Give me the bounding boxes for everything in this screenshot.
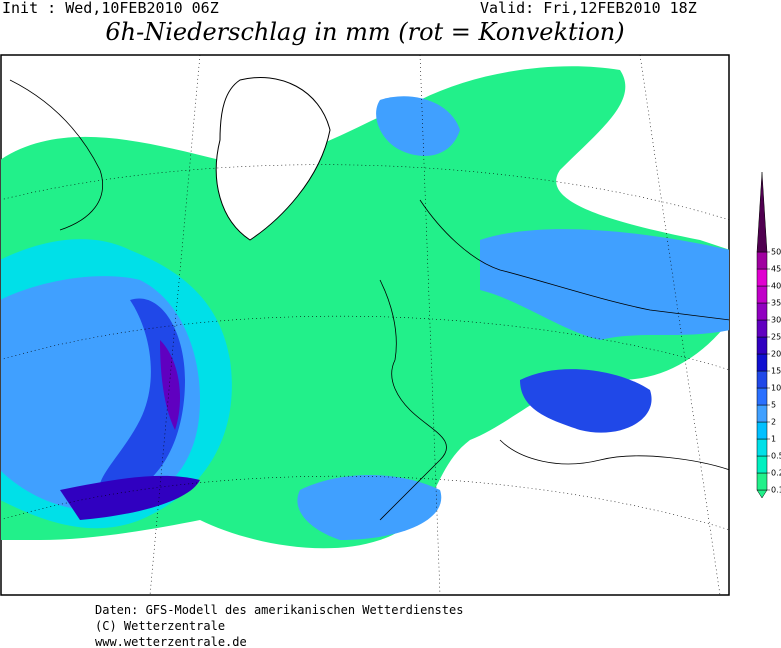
colorbar-label: 15: [771, 367, 781, 376]
colorbar-label: 5: [771, 401, 776, 410]
greenland-land: [215, 76, 331, 241]
precipitation-field: [1, 66, 729, 549]
colorbar-band: [756, 319, 768, 338]
colorbar-label: 40: [771, 282, 781, 291]
footer-url: www.wetterzentrale.de: [95, 635, 247, 648]
footer-copyright: (C) Wetterzentrale: [95, 619, 225, 633]
colorbar-label: 10: [771, 384, 781, 393]
footer-source: Daten: GFS-Modell des amerikanischen Wet…: [95, 603, 463, 617]
colorbar-label: 30: [771, 316, 781, 325]
map-title: 6h-Niederschlag in mm (rot = Konvektion): [105, 18, 624, 46]
colorbar-band: [756, 370, 768, 389]
init-time: Init : Wed,10FEB2010 06Z: [2, 0, 219, 17]
colorbar-band: [756, 302, 768, 321]
colorbar-band: [756, 336, 768, 355]
colorbar-label: 20: [771, 350, 781, 359]
colorbar-label: 0.5: [771, 452, 781, 461]
colorbar-band: [756, 268, 768, 287]
colorbar-band: [756, 285, 768, 304]
coastline: [379, 279, 447, 521]
colorbar-band: [756, 455, 768, 474]
colorbar-label: 0.2: [771, 469, 781, 478]
coastline: [419, 199, 729, 321]
colorbar-tip: [756, 489, 768, 499]
graticule-line: [1, 164, 729, 221]
graticule: [1, 55, 729, 595]
colorbar-band: [756, 404, 768, 423]
colorbar-band: [756, 421, 768, 440]
coastline: [499, 439, 729, 471]
colorbar-band: [756, 353, 768, 372]
precip-area: [376, 96, 460, 156]
colorbar-tip: [756, 171, 768, 253]
coastline: [9, 79, 103, 231]
graticule-line: [639, 55, 721, 595]
colorbar-label: 2: [771, 418, 776, 427]
precip-area: [297, 475, 442, 540]
colorbar-label: 45: [771, 265, 781, 274]
coastlines: [9, 79, 729, 521]
colorbar-band: [756, 387, 768, 406]
colorbar: 0.10.20.5125101520253035404550: [756, 171, 781, 499]
colorbar-band: [756, 472, 768, 491]
colorbar-label: 35: [771, 299, 781, 308]
precip-area: [160, 340, 180, 430]
colorbar-band: [756, 438, 768, 457]
colorbar-label: 1: [771, 435, 776, 444]
valid-time: Valid: Fri,12FEB2010 18Z: [480, 0, 697, 17]
colorbar-band: [756, 251, 768, 270]
map: [0, 54, 730, 596]
colorbar-label: 50: [771, 248, 781, 257]
colorbar-label: 0.1: [771, 486, 781, 495]
precip-area: [60, 475, 200, 520]
precip-area: [520, 369, 652, 433]
colorbar-label: 25: [771, 333, 781, 342]
